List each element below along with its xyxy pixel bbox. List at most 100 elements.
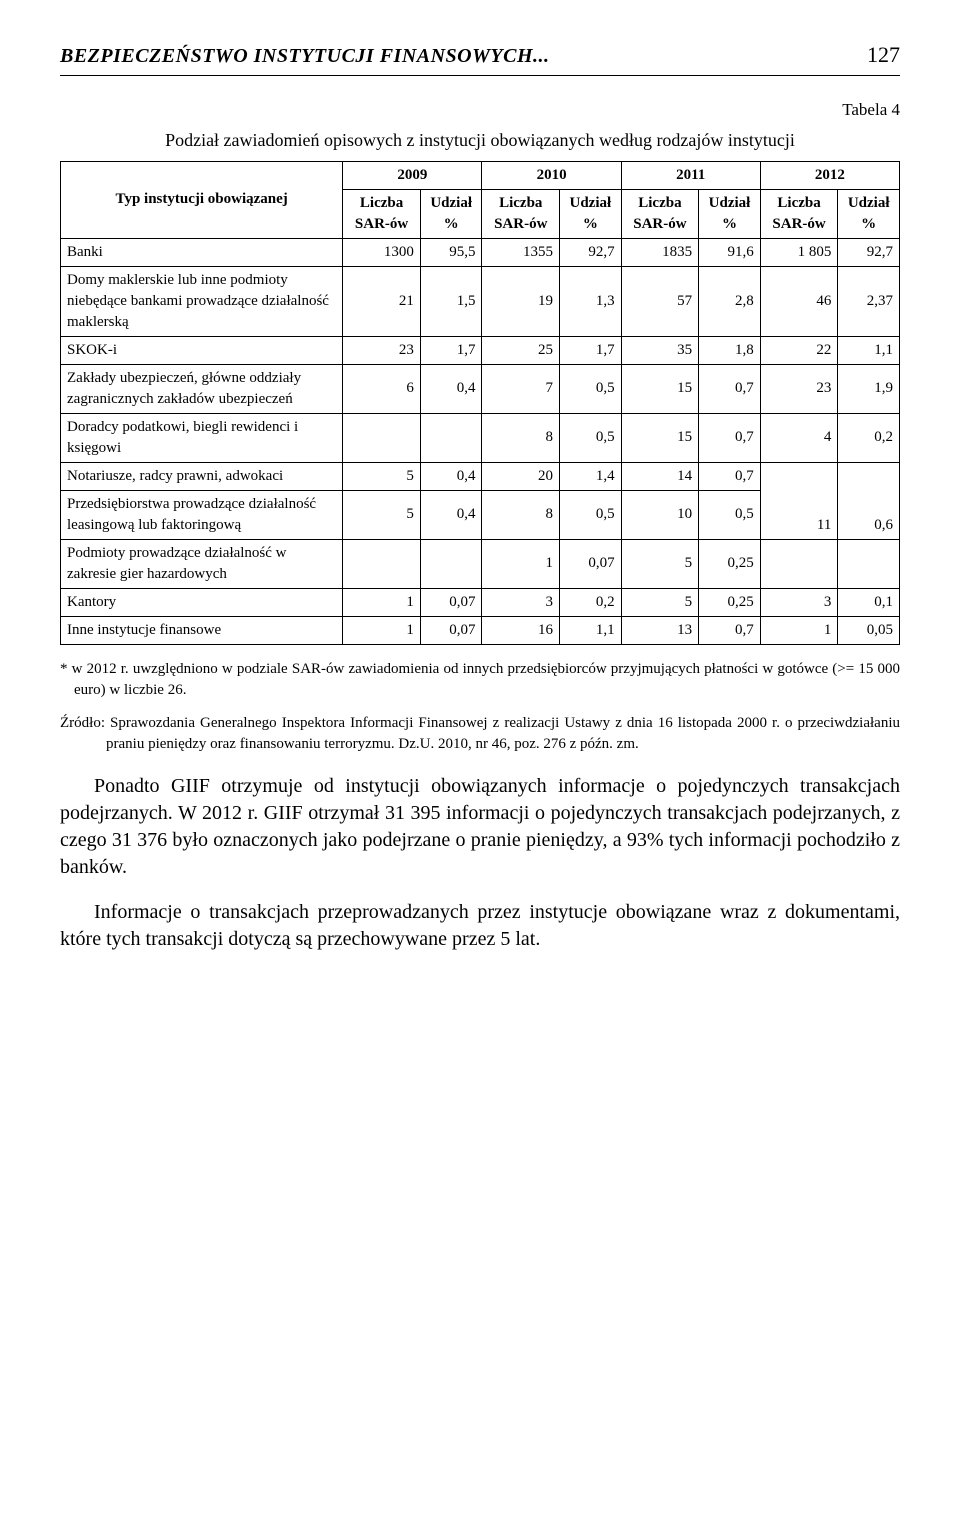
cell: 6 <box>343 364 421 413</box>
cell: 0,07 <box>420 616 482 644</box>
row-label: Notariusze, radcy prawni, adwokaci <box>61 462 343 490</box>
table-row: Doradcy podatkowi, biegli rewidenci i ks… <box>61 413 900 462</box>
cell: 0,7 <box>699 462 761 490</box>
year-2012: 2012 <box>760 161 899 189</box>
page-number: 127 <box>867 40 900 71</box>
cell: 1 <box>343 616 421 644</box>
cell: 0,4 <box>420 490 482 539</box>
table-row: SKOK-i231,7251,7351,8221,1 <box>61 336 900 364</box>
data-table: Typ instytucji obowiązanej 2009 2010 201… <box>60 161 900 645</box>
cell: 2,37 <box>838 266 900 336</box>
body-paragraph-1: Ponadto GIIF otrzymuje od instytucji obo… <box>60 773 900 881</box>
table-row: Inne instytucje finansowe10,07161,1130,7… <box>61 616 900 644</box>
cell: 35 <box>621 336 699 364</box>
row-label: Zakłady ubezpieczeń, główne oddziały zag… <box>61 364 343 413</box>
cell: 7 <box>482 364 560 413</box>
cell <box>760 539 838 588</box>
body-paragraph-2: Informacje o transakcjach przeprowadzany… <box>60 899 900 953</box>
sub-2: Liczba SAR-ów <box>482 189 560 238</box>
row-label: Doradcy podatkowi, biegli rewidenci i ks… <box>61 413 343 462</box>
cell: 1355 <box>482 238 560 266</box>
table-row: Kantory10,0730,250,2530,1 <box>61 588 900 616</box>
cell: 23 <box>343 336 421 364</box>
cell: 1,7 <box>420 336 482 364</box>
cell: 13 <box>621 616 699 644</box>
table-footnote: * w 2012 r. uwzględniono w podziale SAR-… <box>60 659 900 701</box>
sub-6: Liczba SAR-ów <box>760 189 838 238</box>
cell: 5 <box>343 490 421 539</box>
cell: 5 <box>621 539 699 588</box>
year-2011: 2011 <box>621 161 760 189</box>
cell: 1,1 <box>838 336 900 364</box>
sub-4: Liczba SAR-ów <box>621 189 699 238</box>
cell <box>420 413 482 462</box>
cell: 15 <box>621 413 699 462</box>
cell <box>420 539 482 588</box>
page-header: BEZPIECZEŃSTWO INSTYTUCJI FINANSOWYCH...… <box>60 40 900 76</box>
cell: 21 <box>343 266 421 336</box>
cell: 1 <box>482 539 560 588</box>
cell: 3 <box>482 588 560 616</box>
cell: 22 <box>760 336 838 364</box>
table-body: Banki130095,5135592,7183591,61 80592,7Do… <box>61 238 900 644</box>
table-row: Zakłady ubezpieczeń, główne oddziały zag… <box>61 364 900 413</box>
cell: 0,7 <box>699 616 761 644</box>
year-2010: 2010 <box>482 161 621 189</box>
table-row: Notariusze, radcy prawni, adwokaci50,420… <box>61 462 900 490</box>
table-row: Domy maklerskie lub inne podmioty niebęd… <box>61 266 900 336</box>
row-label: Kantory <box>61 588 343 616</box>
cell: 1300 <box>343 238 421 266</box>
cell: 1,5 <box>420 266 482 336</box>
cell: 1,9 <box>838 364 900 413</box>
cell: 25 <box>482 336 560 364</box>
sub-7: Udział % <box>838 189 900 238</box>
row-label: Przedsiębiorstwa prowadzące działalność … <box>61 490 343 539</box>
cell: 0,5 <box>560 490 622 539</box>
cell: 0,7 <box>699 364 761 413</box>
cell: 0,07 <box>420 588 482 616</box>
cell: 0,5 <box>560 364 622 413</box>
cell: 0,5 <box>560 413 622 462</box>
cell: 5 <box>621 588 699 616</box>
cell <box>343 539 421 588</box>
cell: 8 <box>482 490 560 539</box>
cell: 57 <box>621 266 699 336</box>
cell <box>838 539 900 588</box>
table-source: Źródło: Sprawozdania Generalnego Inspekt… <box>60 713 900 755</box>
cell: 1,8 <box>699 336 761 364</box>
row-header-head: Typ instytucji obowiązanej <box>61 161 343 238</box>
cell <box>343 413 421 462</box>
sub-1: Udział % <box>420 189 482 238</box>
cell: 1,3 <box>560 266 622 336</box>
cell-merged-pct: 0,05 <box>838 616 900 644</box>
cell: 3 <box>760 588 838 616</box>
cell: 92,7 <box>838 238 900 266</box>
table-title: Podział zawiadomień opisowych z instytuc… <box>60 128 900 153</box>
row-label: SKOK-i <box>61 336 343 364</box>
row-label: Domy maklerskie lub inne podmioty niebęd… <box>61 266 343 336</box>
cell: 0,1 <box>838 588 900 616</box>
cell: 1,7 <box>560 336 622 364</box>
row-label: Banki <box>61 238 343 266</box>
cell: 92,7 <box>560 238 622 266</box>
cell: 19 <box>482 266 560 336</box>
sub-5: Udział % <box>699 189 761 238</box>
cell: 0,4 <box>420 364 482 413</box>
cell: 4 <box>760 413 838 462</box>
row-label: Podmioty prowadzące działalność w zakres… <box>61 539 343 588</box>
cell: 1,4 <box>560 462 622 490</box>
cell: 91,6 <box>699 238 761 266</box>
cell: 0,4 <box>420 462 482 490</box>
cell: 95,5 <box>420 238 482 266</box>
cell: 0,25 <box>699 539 761 588</box>
running-title: BEZPIECZEŃSTWO INSTYTUCJI FINANSOWYCH... <box>60 42 550 70</box>
cell: 1835 <box>621 238 699 266</box>
cell: 15 <box>621 364 699 413</box>
table-row: Banki130095,5135592,7183591,61 80592,7 <box>61 238 900 266</box>
cell: 20 <box>482 462 560 490</box>
cell: 0,07 <box>560 539 622 588</box>
sub-0: Liczba SAR-ów <box>343 189 421 238</box>
cell: 0,25 <box>699 588 761 616</box>
cell-merged-pct: 0,6 <box>838 462 900 539</box>
year-2009: 2009 <box>343 161 482 189</box>
